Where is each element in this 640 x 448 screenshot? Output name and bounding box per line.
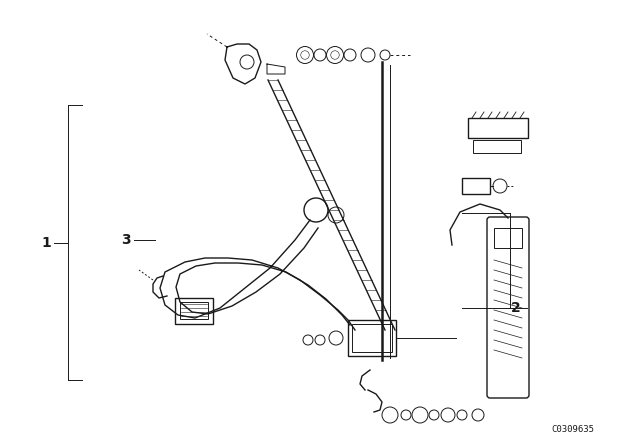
Text: 3: 3 <box>121 233 131 247</box>
Bar <box>473 140 521 153</box>
Text: 1: 1 <box>41 236 51 250</box>
Text: C0309635: C0309635 <box>552 425 595 434</box>
Bar <box>348 320 396 356</box>
Bar <box>494 228 522 248</box>
Bar <box>175 298 213 324</box>
Bar <box>468 118 528 138</box>
Text: 2: 2 <box>511 301 521 315</box>
Bar <box>352 324 392 352</box>
Bar <box>180 302 208 319</box>
Bar <box>462 178 490 194</box>
